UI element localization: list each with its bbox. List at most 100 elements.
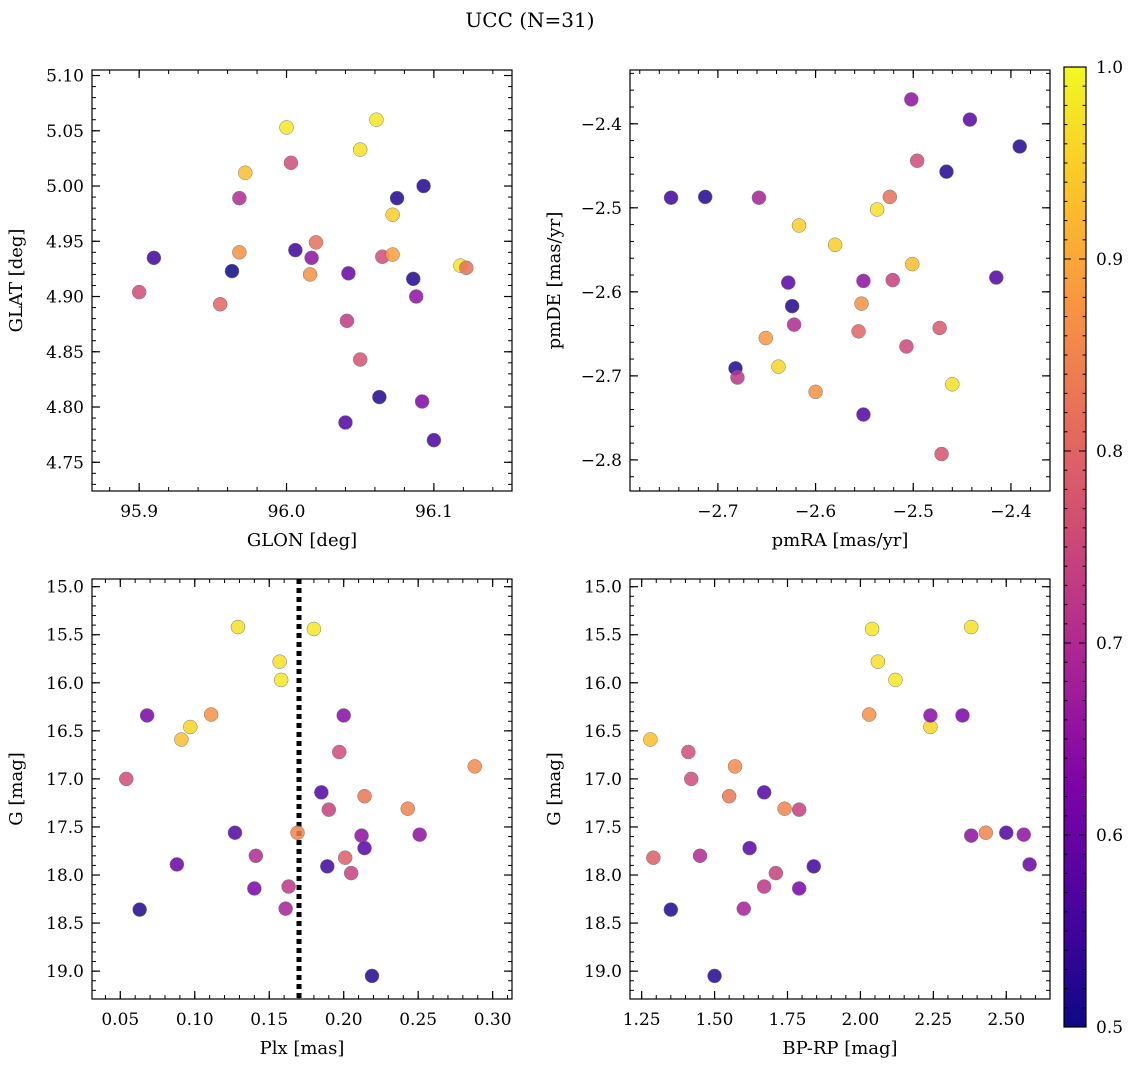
- x-tick-label: 1.50: [696, 1010, 734, 1030]
- data-point: [923, 708, 938, 723]
- y-tick-label: 15.0: [46, 578, 84, 598]
- y-tick-label: −2.5: [581, 199, 622, 219]
- data-point: [742, 840, 757, 856]
- data-point: [273, 672, 289, 688]
- data-point: [212, 297, 228, 312]
- data-point: [183, 719, 198, 735]
- y-tick-label: 17.0: [46, 770, 84, 790]
- x-tick-label: 96.0: [268, 502, 306, 522]
- x-axis-label: Plx [mas]: [260, 1038, 345, 1059]
- x-tick-label: −2.4: [990, 502, 1031, 522]
- data-point: [932, 320, 947, 336]
- y-axis-label: GLAT [deg]: [6, 229, 27, 333]
- y-tick-label: 4.75: [46, 453, 84, 473]
- x-tick-label: 0.30: [474, 1010, 512, 1030]
- data-point: [278, 901, 293, 916]
- data-point: [663, 902, 679, 917]
- x-axis-label: BP-RP [mag]: [782, 1038, 897, 1059]
- data-point: [283, 155, 299, 171]
- data-point: [146, 250, 162, 266]
- data-point: [882, 189, 898, 205]
- x-tick-label: 2.00: [841, 1010, 879, 1030]
- data-point: [372, 389, 387, 405]
- x-tick-label: 96.1: [415, 502, 453, 522]
- data-point: [416, 178, 431, 194]
- y-axis-label: G [mag]: [544, 752, 565, 825]
- x-tick-label: 0.25: [399, 1010, 437, 1030]
- x-tick-label: −2.6: [795, 502, 836, 522]
- data-point: [808, 384, 823, 400]
- data-point: [1022, 857, 1037, 872]
- y-tick-label: 4.90: [46, 288, 84, 308]
- y-tick-label: 15.5: [46, 626, 84, 646]
- data-point: [791, 802, 807, 817]
- data-point: [354, 828, 369, 843]
- y-tick-label: −2.8: [581, 451, 622, 471]
- data-point: [786, 317, 802, 332]
- data-point: [870, 654, 886, 669]
- data-point: [885, 272, 900, 288]
- data-point: [248, 848, 264, 864]
- data-point: [308, 235, 324, 250]
- scatter-panel-3: 0.05 0.10 0.15 0.20 0.25 0.30 15.0 15.5 16.0 16.5…: [6, 578, 513, 1059]
- data-point: [692, 848, 708, 864]
- x-tick-label: 0.20: [325, 1010, 363, 1030]
- data-point: [791, 218, 807, 233]
- data-point: [999, 825, 1014, 840]
- data-point: [272, 654, 287, 669]
- data-point: [304, 250, 319, 266]
- data-point: [888, 672, 903, 688]
- data-point: [174, 732, 189, 747]
- data-point: [238, 165, 253, 181]
- data-point: [132, 902, 147, 917]
- data-point: [331, 744, 347, 760]
- x-tick-label: −2.5: [893, 502, 934, 522]
- data-point: [169, 857, 185, 872]
- y-tick-label: 18.0: [584, 866, 622, 886]
- data-point: [400, 801, 415, 816]
- data-point: [339, 313, 355, 329]
- data-point: [288, 242, 303, 258]
- y-tick-label: 18.5: [46, 914, 84, 934]
- data-point: [864, 621, 880, 637]
- x-tick-label: 1.75: [769, 1010, 807, 1030]
- data-point: [352, 352, 368, 367]
- y-tick-label: 5.10: [46, 67, 84, 87]
- data-point: [336, 708, 351, 723]
- y-tick-label: −2.7: [581, 367, 622, 387]
- data-point: [758, 330, 774, 346]
- data-point: [224, 263, 240, 279]
- data-point: [856, 273, 871, 289]
- y-tick-label: −2.4: [581, 115, 622, 135]
- data-point: [279, 120, 294, 135]
- y-tick-label: 15.5: [584, 626, 622, 646]
- data-point: [320, 859, 335, 874]
- y-tick-label: 15.0: [584, 578, 622, 598]
- subplot-grid: 95.9 96.0 96.1 4.75 4.80 4.85 4.90 4.95 5.00 5.05…: [6, 67, 1051, 1059]
- data-point: [385, 207, 400, 223]
- data-point: [343, 865, 359, 881]
- data-point: [139, 708, 155, 723]
- x-tick-label: 95.9: [120, 502, 158, 522]
- data-point: [777, 801, 792, 816]
- x-tick-label: 2.25: [914, 1010, 952, 1030]
- data-point: [1012, 139, 1027, 154]
- y-tick-label: 17.0: [584, 770, 622, 790]
- y-tick-label: 5.00: [46, 177, 84, 197]
- colorbar-tick-label: 0.9: [1096, 250, 1123, 270]
- data-point: [854, 296, 869, 311]
- scatter-panel-1: 95.9 96.0 96.1 4.75 4.80 4.85 4.90 4.95 5.00 5.05…: [6, 67, 513, 551]
- data-point: [934, 446, 949, 462]
- y-tick-label: 4.80: [46, 398, 84, 418]
- colorbar-tick-label: 0.5: [1096, 1018, 1123, 1038]
- axes-frame: [629, 578, 1051, 1000]
- data-point: [408, 289, 424, 304]
- data-point: [459, 260, 474, 276]
- y-tick-label: −2.6: [581, 283, 622, 303]
- scatter-panel-4: 1.25 1.50 1.75 2.00 2.25 2.50 15.0 15.5 16.0 16.5…: [544, 578, 1051, 1059]
- x-tick-label: 0.05: [101, 1010, 139, 1030]
- data-point: [385, 247, 400, 262]
- y-tick-label: 4.95: [46, 232, 84, 252]
- data-point: [784, 298, 800, 314]
